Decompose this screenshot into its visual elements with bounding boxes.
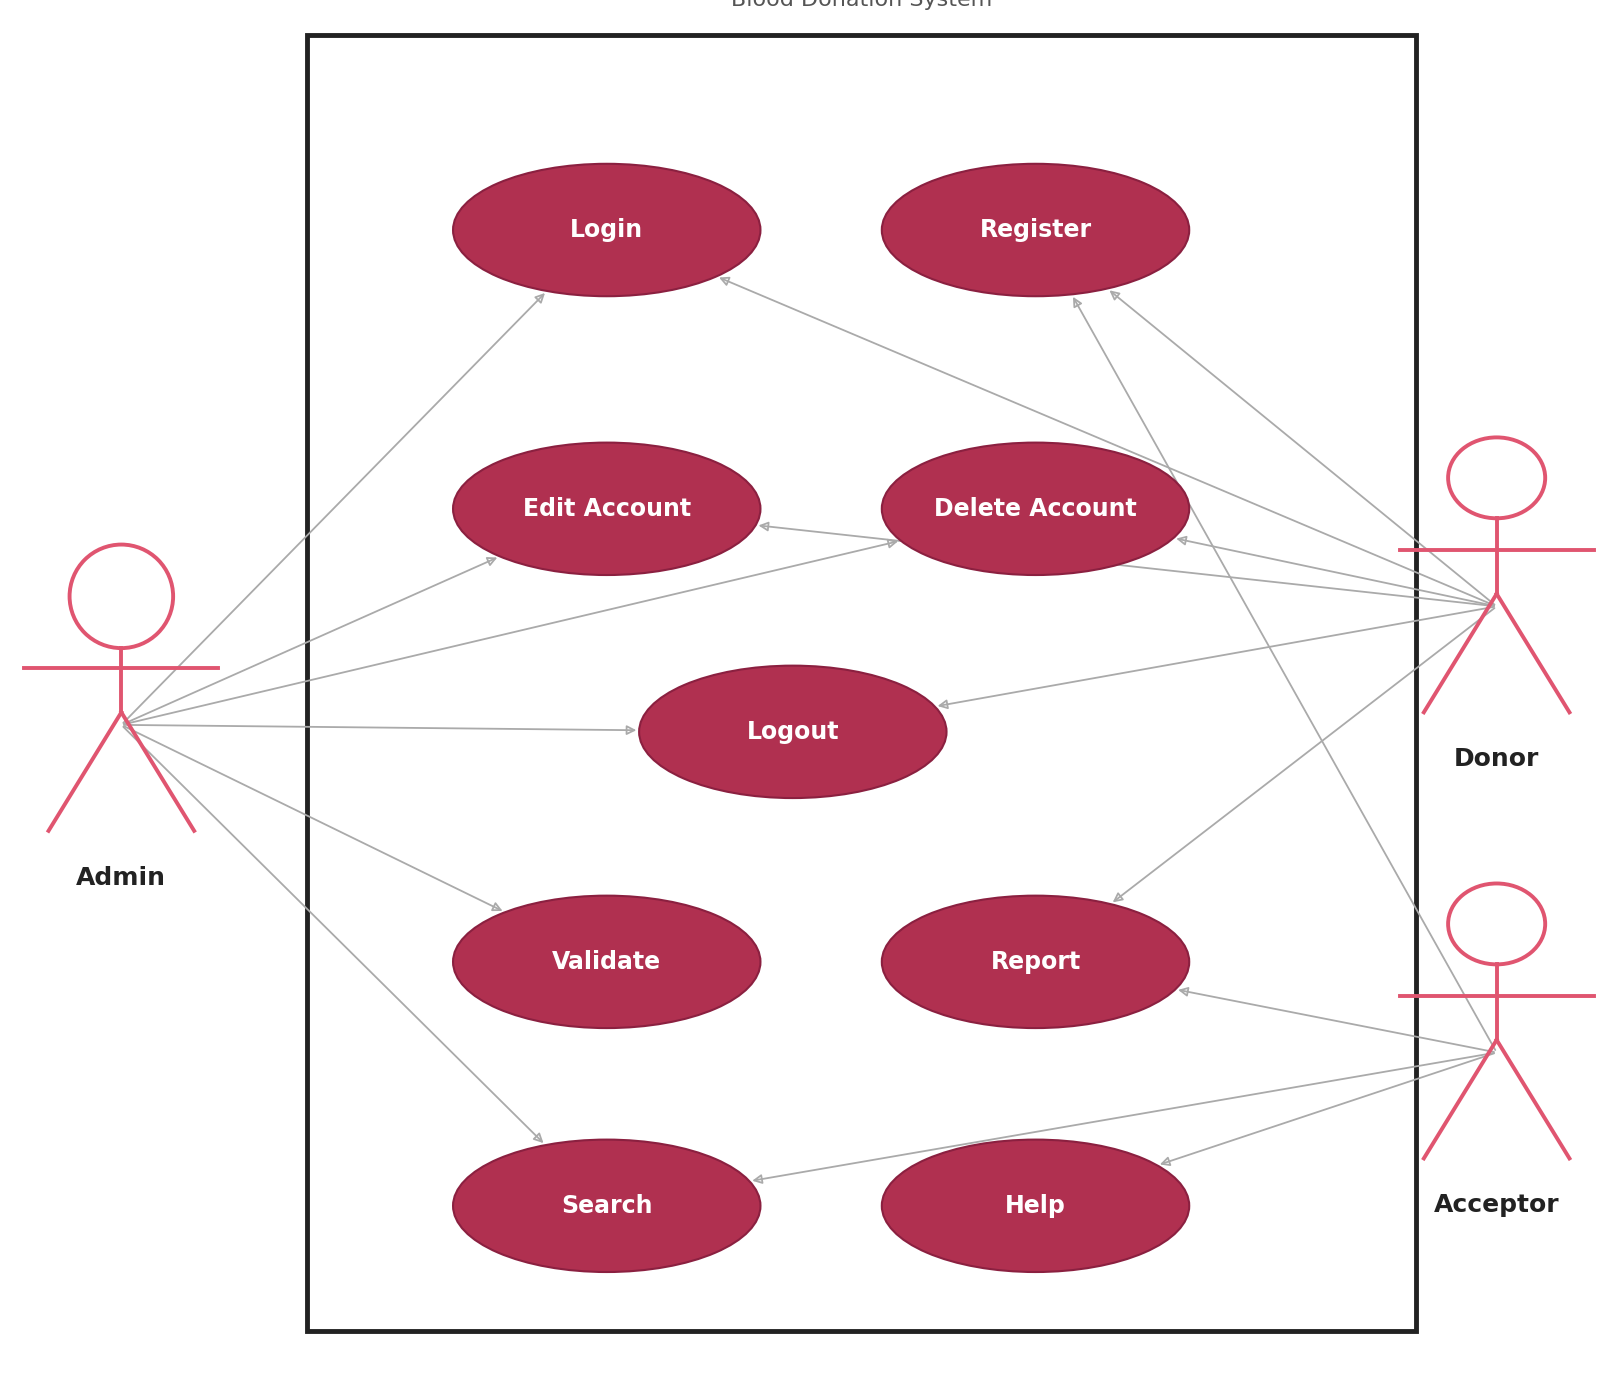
Text: Logout: Logout [746,719,840,744]
Text: Acceptor: Acceptor [1434,1193,1560,1217]
Text: Register: Register [979,217,1092,243]
Text: Report: Report [990,949,1081,974]
Ellipse shape [639,665,947,797]
Text: Help: Help [1005,1193,1066,1218]
Ellipse shape [453,1140,760,1271]
Text: Validate: Validate [552,949,662,974]
Text: Delete Account: Delete Account [934,496,1137,521]
Ellipse shape [882,164,1189,296]
Ellipse shape [453,164,760,296]
Text: Donor: Donor [1455,747,1539,771]
Ellipse shape [882,1140,1189,1271]
Text: Admin: Admin [76,866,167,889]
Text: Search: Search [561,1193,652,1218]
Text: Edit Account: Edit Account [523,496,691,521]
Text: Blood Donation System: Blood Donation System [731,0,992,10]
Text: Login: Login [570,217,644,243]
Ellipse shape [882,895,1189,1029]
Ellipse shape [453,442,760,574]
Ellipse shape [882,442,1189,574]
Ellipse shape [453,895,760,1029]
